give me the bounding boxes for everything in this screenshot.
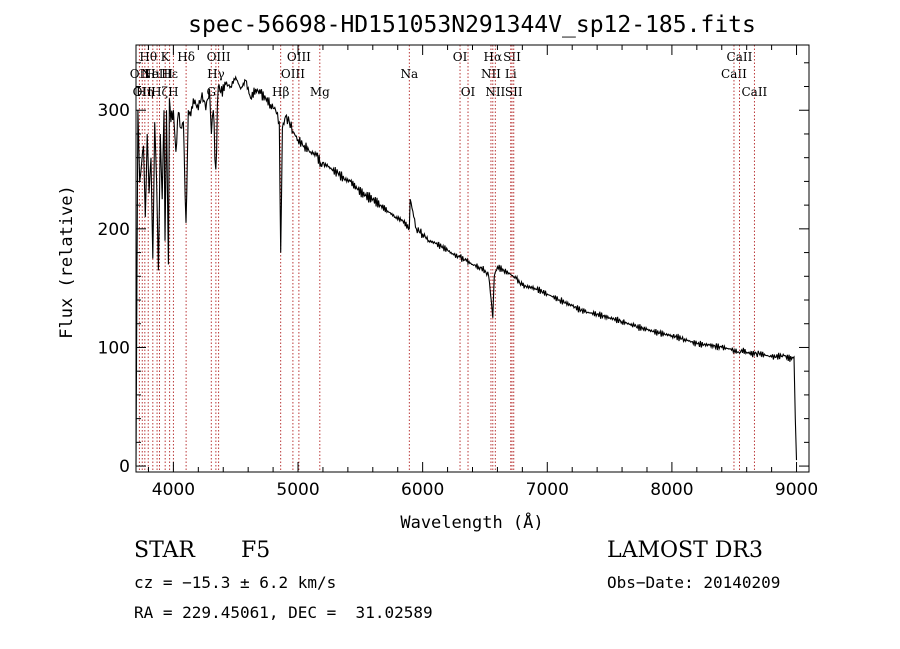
line-label-28: CaII <box>727 50 753 64</box>
line-label-16: OIII <box>287 50 311 64</box>
line-label-12: Hγ <box>207 67 225 81</box>
axis-ticks: 4000 5000 6000 7000 8000 9000 0 100 200 300 <box>98 45 818 500</box>
x-axis-label: Wavelength (Å) <box>400 511 543 533</box>
line-label-20: OI <box>461 85 476 99</box>
line-label-1: OII <box>133 85 153 99</box>
line-label-26: SII <box>505 85 523 99</box>
line-label-9: H <box>168 85 178 99</box>
plot-frame <box>135 44 810 473</box>
y-tick-label-200: 200 <box>98 220 130 240</box>
line-label-19: OI <box>453 50 468 64</box>
line-label-11: G <box>206 85 216 99</box>
x-tick-label-7000: 7000 <box>526 480 569 500</box>
line-label-25: SII <box>503 50 521 64</box>
line-label-22: Hα <box>484 50 503 64</box>
line-label-15: OIII <box>281 67 305 81</box>
x-tick-label-9000: 9000 <box>775 480 818 500</box>
line-label-6: Hζ <box>151 85 168 99</box>
line-label-2: Hη <box>136 85 154 99</box>
line-label-10: Hδ <box>177 50 195 64</box>
redshift-velocity: cz = −15.3 ± 6.2 km/s <box>134 573 337 592</box>
line-label-14: Hβ <box>272 85 289 99</box>
line-label-13: OIII <box>207 50 231 64</box>
x-tick-label-4000: 4000 <box>152 480 195 500</box>
y-tick-label-0: 0 <box>119 457 130 477</box>
line-label-23: NII <box>485 85 505 99</box>
object-class: STAR <box>134 538 195 563</box>
y-tick-label-100: 100 <box>98 338 130 358</box>
chart-title: spec-56698-HD151053N291344V_sp12-185.fit… <box>188 12 756 38</box>
line-label-0: OII <box>130 67 150 81</box>
x-tick-label-5000: 5000 <box>276 480 319 500</box>
x-tick-label-8000: 8000 <box>650 480 693 500</box>
x-tick-label-6000: 6000 <box>401 480 444 500</box>
survey-name: LAMOST DR3 <box>607 538 763 563</box>
line-label-18: Na <box>400 67 418 81</box>
spectral-subclass: F5 <box>241 538 271 563</box>
spectrum-line <box>135 75 798 467</box>
line-label-8: Hε <box>161 67 178 81</box>
coordinates: RA = 229.45061, DEC = 31.02589 <box>134 603 433 622</box>
line-label-27: CaII <box>721 67 747 81</box>
emission-line-markers: OIIOIIHηHθHιNeIIIHζKHεHHδGHγOIIIHβOIIIOI… <box>130 45 768 472</box>
line-label-24: Li <box>505 67 517 81</box>
line-label-29: CaII <box>741 85 767 99</box>
line-label-7: K <box>161 50 171 64</box>
y-axis-label: Flux (relative) <box>57 185 77 339</box>
line-label-3: Hθ <box>139 50 157 64</box>
line-label-17: Mg <box>310 85 330 99</box>
line-label-21: NII <box>481 67 501 81</box>
observation-date: Obs−Date: 20140209 <box>607 573 781 592</box>
y-tick-label-300: 300 <box>98 101 130 121</box>
